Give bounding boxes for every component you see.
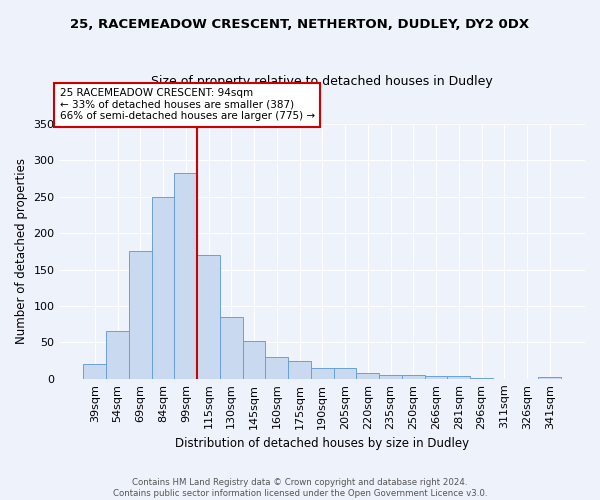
Text: Contains HM Land Registry data © Crown copyright and database right 2024.
Contai: Contains HM Land Registry data © Crown c… (113, 478, 487, 498)
Bar (470, 378, 493, 379)
Bar (129, 252, 152, 379)
Bar (448, 376, 470, 379)
Bar (242, 341, 265, 379)
Bar (175, 172, 197, 379)
Bar (425, 376, 448, 379)
Bar (288, 360, 311, 379)
Bar (379, 375, 402, 379)
Bar (220, 317, 242, 379)
Bar (311, 368, 334, 379)
Bar (83, 364, 106, 379)
Bar (106, 332, 129, 379)
Bar (265, 357, 288, 379)
Bar (334, 368, 356, 379)
X-axis label: Distribution of detached houses by size in Dudley: Distribution of detached houses by size … (175, 437, 469, 450)
Bar (152, 196, 175, 379)
Text: 25, RACEMEADOW CRESCENT, NETHERTON, DUDLEY, DY2 0DX: 25, RACEMEADOW CRESCENT, NETHERTON, DUDL… (70, 18, 530, 30)
Text: 25 RACEMEADOW CRESCENT: 94sqm
← 33% of detached houses are smaller (387)
66% of : 25 RACEMEADOW CRESCENT: 94sqm ← 33% of d… (59, 88, 314, 122)
Y-axis label: Number of detached properties: Number of detached properties (15, 158, 28, 344)
Title: Size of property relative to detached houses in Dudley: Size of property relative to detached ho… (151, 75, 493, 88)
Bar (402, 375, 425, 379)
Bar (356, 373, 379, 379)
Bar (538, 376, 561, 379)
Bar (197, 255, 220, 379)
